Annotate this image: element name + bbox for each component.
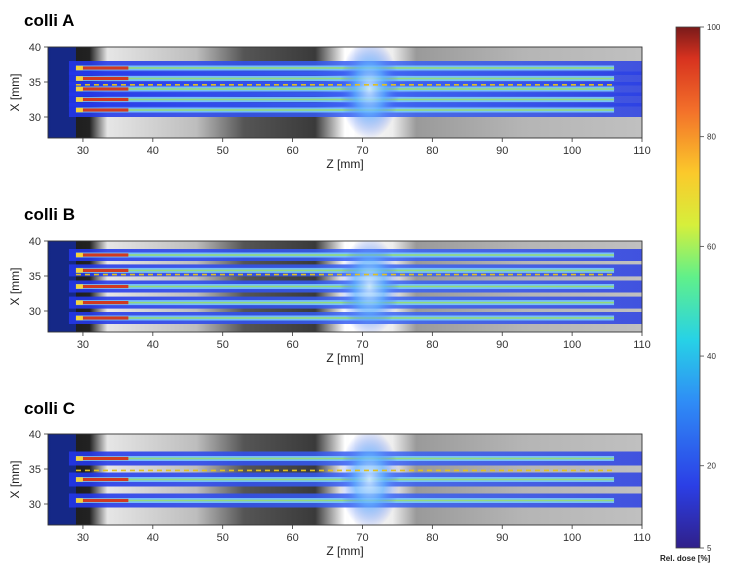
panel-2: 30 40 50 60 70 80 90 100 110 30 35 40 Z [mm] X [mm] [8, 429, 651, 558]
y-tick-label-2: 40 [29, 236, 41, 248]
plot-frame [47, 46, 643, 139]
y-axis-label: X [mm] [8, 461, 22, 499]
x-tick-label-2: 50 [217, 339, 229, 351]
beam-tip-2 [75, 456, 83, 461]
x-tick-label-2: 50 [217, 532, 229, 544]
beam-tip-2 [75, 284, 83, 289]
x-axis-label: Z [mm] [326, 157, 363, 171]
x-tick-label-8: 110 [633, 145, 651, 157]
x-tick-label-3: 60 [286, 145, 298, 157]
x-tick-label-4: 70 [356, 145, 368, 157]
x-axis-label: Z [mm] [326, 351, 363, 365]
panel-title-b: colli B [24, 205, 76, 224]
dose-hotspot [339, 241, 400, 332]
beam-tip-2 [75, 86, 83, 92]
panel-title-a: colli A [24, 11, 75, 30]
heatmap-area [48, 434, 642, 525]
beam-tip-1 [75, 97, 83, 102]
beam-tip-0 [75, 498, 83, 503]
heatmap-area [48, 241, 642, 332]
x-tick-label-5: 80 [426, 532, 438, 544]
beam-core-2 [79, 87, 129, 91]
heatmap-area [48, 47, 642, 138]
y-tick-label-0: 30 [29, 499, 41, 511]
beam-tip-1 [75, 477, 83, 482]
y-tick-label-0: 30 [29, 306, 41, 318]
dose-hotspot [339, 47, 400, 138]
x-tick-label-0: 30 [77, 532, 89, 544]
beam-core-1 [79, 301, 129, 305]
plot-frame [47, 433, 643, 526]
x-tick-label-0: 30 [77, 339, 89, 351]
x-tick-label-7: 100 [563, 532, 581, 544]
x-tick-label-6: 90 [496, 145, 508, 157]
beam-core-4 [79, 253, 129, 257]
x-tick-label-7: 100 [563, 339, 581, 351]
beam-core-0 [79, 108, 129, 112]
beam-core-2 [79, 284, 129, 289]
beam-core-1 [79, 477, 129, 482]
dose-hotspot [339, 434, 400, 525]
y-tick-label-1: 35 [29, 77, 41, 89]
panel-0: 30 40 50 60 70 80 90 100 110 30 35 40 Z [mm] X [mm] [8, 42, 651, 171]
x-tick-label-8: 110 [633, 532, 651, 544]
colorbar-tick-label-0: 5 [707, 544, 712, 553]
colorbar-tick-label-2: 40 [707, 352, 716, 361]
beam-tip-1 [75, 300, 83, 305]
colorbar-tick-label-1: 20 [707, 462, 716, 471]
x-tick-label-4: 70 [356, 532, 368, 544]
y-tick-label-1: 35 [29, 464, 41, 476]
x-tick-label-4: 70 [356, 339, 368, 351]
x-tick-label-1: 40 [147, 532, 159, 544]
colorbar-tick-label-5: 100 [707, 23, 721, 32]
beam-tip-4 [75, 252, 83, 258]
x-tick-label-5: 80 [426, 145, 438, 157]
colorbar-tick-label-4: 80 [707, 133, 716, 142]
y-tick-label-1: 35 [29, 271, 41, 283]
x-axis-label: Z [mm] [326, 544, 363, 558]
beam-core-2 [79, 456, 129, 461]
x-tick-label-3: 60 [286, 532, 298, 544]
x-tick-label-6: 90 [496, 532, 508, 544]
panel-title-c: colli C [24, 399, 76, 418]
plot-frame [47, 240, 643, 333]
y-tick-label-2: 40 [29, 429, 41, 441]
x-tick-label-2: 50 [217, 145, 229, 157]
beam-tip-4 [75, 65, 83, 71]
beam-tip-0 [75, 315, 83, 321]
beam-tip-3 [75, 268, 83, 273]
x-tick-label-1: 40 [147, 145, 159, 157]
panel-1: 30 40 50 60 70 80 90 100 110 30 35 40 Z [mm] X [mm] [8, 236, 651, 365]
x-tick-label-3: 60 [286, 339, 298, 351]
colorbar-label: Rel. dose [%] [660, 554, 711, 563]
x-tick-label-6: 90 [496, 339, 508, 351]
y-axis-label: X [mm] [8, 74, 22, 112]
colorbar-tick-label-3: 60 [707, 242, 716, 251]
x-tick-label-1: 40 [147, 339, 159, 351]
beam-core-1 [79, 97, 129, 102]
x-tick-label-8: 110 [633, 339, 651, 351]
beam-core-0 [79, 498, 129, 503]
y-tick-label-0: 30 [29, 112, 41, 124]
x-tick-label-5: 80 [426, 339, 438, 351]
beam-core-0 [79, 316, 129, 320]
beam-tip-0 [75, 107, 83, 113]
beam-core-3 [79, 76, 129, 81]
y-tick-label-2: 40 [29, 42, 41, 54]
beam-tip-3 [75, 76, 83, 81]
beam-core-3 [79, 268, 129, 272]
x-tick-label-7: 100 [563, 145, 581, 157]
x-tick-label-0: 30 [77, 145, 89, 157]
beam-core-4 [79, 66, 129, 70]
colorbar [675, 26, 701, 549]
y-axis-label: X [mm] [8, 268, 22, 306]
